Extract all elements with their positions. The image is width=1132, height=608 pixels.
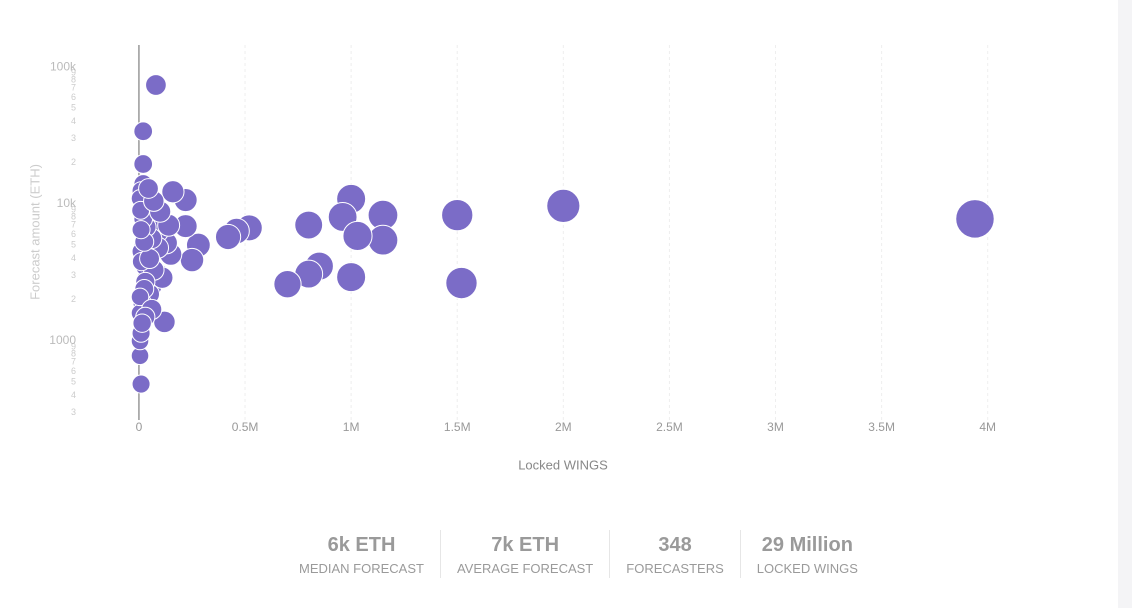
bubble (179, 247, 205, 273)
y-tick-label: 1000 (49, 333, 76, 347)
x-tick-label: 4M (979, 420, 996, 434)
x-tick-label: 0.5M (232, 420, 259, 434)
bubble (131, 220, 151, 240)
y-tick-label: 3 (71, 407, 76, 417)
x-tick-label: 2M (555, 420, 572, 434)
bubble (342, 220, 373, 252)
y-tick-label: 8 (71, 75, 76, 85)
bubble (273, 270, 302, 299)
y-tick-label: 8 (71, 212, 76, 222)
y-tick-label: 100k (50, 59, 77, 73)
bubble (138, 178, 159, 199)
bubble (214, 223, 242, 251)
chart: Locked WINGS Forecast amount (ETH) 0 0.5M… (27, 45, 996, 472)
stat-label: FORECASTERS (626, 561, 724, 576)
y-tick-label: 6 (71, 92, 76, 102)
y-tick-label: 4 (71, 116, 76, 126)
x-tick-label: 1.5M (444, 420, 471, 434)
y-tick-label: 9 (71, 68, 76, 78)
stat-value: 29 Million (761, 534, 853, 556)
x-tick-label: 3M (767, 420, 784, 434)
x-tick-label: 3.5M (868, 420, 895, 434)
bubble (955, 199, 995, 239)
bubble (130, 287, 150, 307)
bubble (161, 180, 185, 204)
bubble (445, 266, 478, 300)
bubble (133, 121, 154, 142)
stat-label: AVERAGE FORECAST (456, 561, 594, 576)
y-tick-label: 9 (71, 342, 76, 352)
y-tick-label: 6 (71, 229, 76, 239)
y-tick-label: 5 (71, 103, 76, 113)
bubble (546, 188, 581, 223)
y-tick-label: 7 (71, 220, 76, 230)
y-tick-label: 4 (71, 390, 76, 400)
bubble (131, 374, 151, 394)
x-axis-title: Locked WINGS (518, 457, 608, 472)
stat: 348 FORECASTERS (609, 530, 740, 578)
bubble (441, 198, 474, 232)
y-tick-label: 2 (71, 157, 76, 167)
bubble (132, 313, 152, 333)
stat-label: MEDIAN FORECAST (299, 561, 424, 576)
y-tick-label: 3 (71, 270, 76, 280)
bubble (145, 74, 167, 96)
y-tick-label: 10k (57, 196, 77, 210)
scrollbar (1118, 0, 1132, 608)
y-tick-label: 6 (71, 366, 76, 376)
stat: 7k ETH AVERAGE FORECAST (439, 530, 609, 578)
y-tick-label: 3 (71, 133, 76, 143)
x-tick-label: 2.5M (656, 420, 683, 434)
y-tick-label: 4 (71, 253, 76, 263)
stat-value: 6k ETH (327, 534, 396, 556)
bubble (133, 154, 154, 174)
bubble (336, 262, 367, 293)
stat-value: 7k ETH (491, 534, 560, 556)
stat-label: LOCKED WINGS (756, 561, 858, 576)
y-tick-label: 9 (71, 205, 76, 215)
stat-value: 348 (658, 534, 692, 556)
bubble (367, 224, 399, 256)
y-tick-label: 7 (71, 83, 76, 93)
bubble (294, 210, 324, 240)
y-axis-title: Forecast amount (ETH) (27, 164, 42, 300)
stat: 29 Million LOCKED WINGS (739, 530, 874, 578)
x-tick-label: 0 (136, 420, 143, 434)
y-tick-label: 2 (71, 294, 76, 304)
x-tick-label: 1M (343, 420, 360, 434)
y-tick-label: 5 (71, 240, 76, 250)
y-tick-label: 5 (71, 377, 76, 387)
y-tick-label: 7 (71, 357, 76, 367)
y-tick-label: 8 (71, 349, 76, 359)
stat: 6k ETH MEDIAN FORECAST (283, 530, 440, 578)
stats: 6k ETH MEDIAN FORECAST 7k ETH AVERAGE FOREC… (283, 530, 874, 578)
